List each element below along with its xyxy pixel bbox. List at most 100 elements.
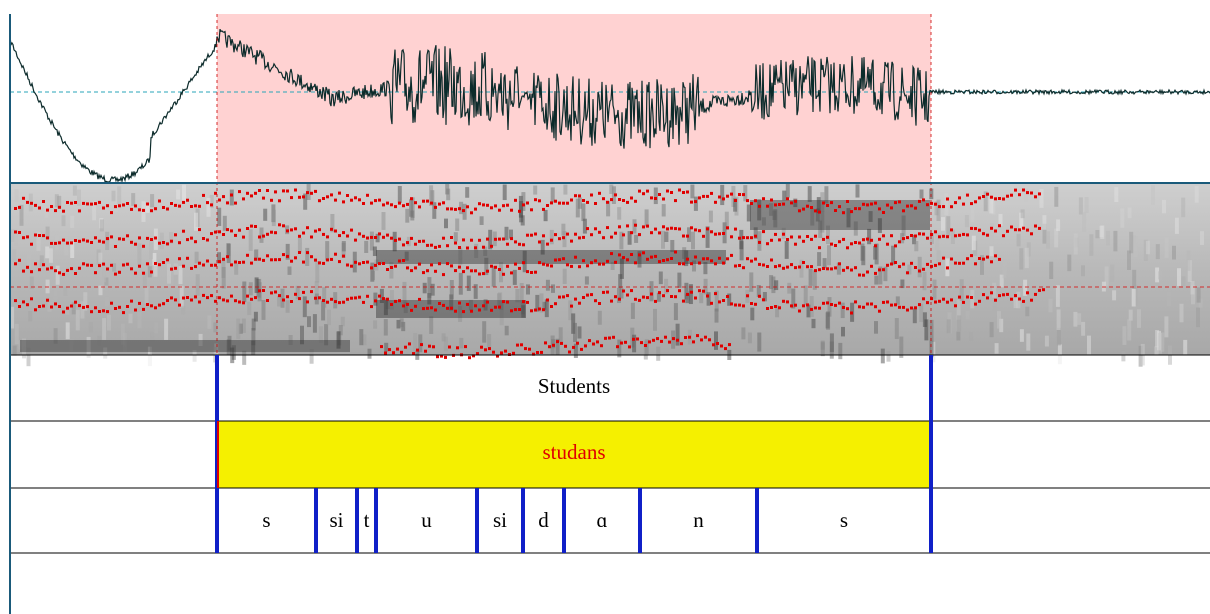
formant-dot: [246, 254, 249, 257]
phone-label[interactable]: d: [538, 508, 549, 532]
spectrogram-cell: [262, 300, 266, 320]
formant-dot: [464, 345, 467, 348]
formant-dot: [1034, 293, 1037, 296]
formant-dot: [842, 269, 845, 272]
formant-dot: [536, 351, 539, 354]
formant-dot: [650, 196, 653, 199]
phone-label[interactable]: n: [693, 508, 704, 532]
formant-dot: [174, 233, 177, 236]
formant-dot: [962, 262, 965, 265]
formant-dot: [1018, 298, 1021, 301]
formant-dot: [370, 305, 373, 308]
formant-dot: [870, 265, 873, 268]
formant-dot: [178, 205, 181, 208]
word-label[interactable]: Students: [538, 374, 610, 398]
formant-dot: [386, 234, 389, 237]
phone-label[interactable]: s: [840, 508, 848, 532]
formant-dot: [462, 270, 465, 273]
formant-dot: [106, 268, 109, 271]
formant-dot: [742, 193, 745, 196]
spectrogram-cell: [429, 316, 433, 334]
formant-dot: [326, 195, 329, 198]
spectrogram-cell: [1129, 232, 1133, 253]
spectrogram-cell: [785, 241, 789, 259]
formant-dot: [158, 200, 161, 203]
formant-dot: [486, 270, 489, 273]
formant-dot: [138, 302, 141, 305]
formant-dot: [398, 299, 401, 302]
phone-label[interactable]: s: [262, 508, 270, 532]
spectrogram-cell: [160, 233, 164, 249]
spectrogram-cell: [919, 304, 923, 322]
spectrogram-cell: [249, 229, 253, 251]
phone-label[interactable]: ɑ: [597, 508, 608, 532]
spectrogram-cell: [1158, 333, 1162, 354]
formant-dot: [346, 235, 349, 238]
formant-dot: [426, 244, 429, 247]
formant-dot: [546, 299, 549, 302]
formant-dot: [34, 234, 37, 237]
formant-dot: [630, 197, 633, 200]
formant-dot: [326, 258, 329, 261]
formant-dot: [610, 300, 613, 303]
phone-label[interactable]: si: [493, 508, 507, 532]
phone-label[interactable]: u: [421, 508, 432, 532]
formant-dot: [882, 234, 885, 237]
spectrogram-cell: [242, 351, 246, 365]
transcription-label[interactable]: studans: [543, 440, 606, 464]
formant-dot: [676, 339, 679, 342]
formant-dot: [654, 300, 657, 303]
formant-dot: [766, 307, 769, 310]
phone-label[interactable]: t: [364, 508, 370, 532]
spectrogram-cell: [76, 310, 80, 330]
formant-dot: [890, 263, 893, 266]
spectrogram-cell: [544, 210, 548, 221]
formant-dot: [862, 203, 865, 206]
spectrogram-cell: [551, 284, 555, 292]
spectrogram-cell: [247, 302, 251, 315]
formant-dot: [38, 268, 41, 271]
formant-dot: [42, 200, 45, 203]
spectrogram-cell: [1187, 251, 1191, 271]
formant-dot: [750, 236, 753, 239]
formant-dot: [898, 265, 901, 268]
phone-label[interactable]: si: [329, 508, 343, 532]
spectrogram-cell: [1146, 241, 1150, 254]
formant-dot: [654, 228, 657, 231]
formant-dot: [258, 258, 261, 261]
formant-dot: [584, 344, 587, 347]
formant-dot: [306, 226, 309, 229]
formant-dot: [310, 290, 313, 293]
formant-dot: [604, 337, 607, 340]
formant-dot: [970, 296, 973, 299]
formant-dot: [450, 264, 453, 267]
formant-dot: [414, 201, 417, 204]
formant-dot: [630, 231, 633, 234]
spectrogram-cell: [923, 312, 927, 327]
formant-dot: [574, 233, 577, 236]
formant-dot: [558, 296, 561, 299]
formant-dot: [1034, 195, 1037, 198]
formant-dot: [878, 238, 881, 241]
formant-dot: [78, 267, 81, 270]
spectrogram-cell: [146, 204, 150, 212]
formant-dot: [982, 258, 985, 261]
formant-dot: [350, 297, 353, 300]
formant-dot: [558, 237, 561, 240]
formant-dot: [622, 199, 625, 202]
spectrogram-cell: [1121, 351, 1125, 361]
formant-dot: [1006, 293, 1009, 296]
formant-dot: [174, 204, 177, 207]
formant-dot: [500, 351, 503, 354]
spectrogram-cell: [80, 301, 84, 318]
formant-dot: [166, 242, 169, 245]
spectrogram-cell: [368, 349, 372, 359]
formant-dot: [162, 241, 165, 244]
spectrogram-cell: [714, 331, 718, 349]
formant-dot: [182, 265, 185, 268]
formant-dot: [134, 309, 137, 312]
formant-dot: [42, 263, 45, 266]
formant-dot: [774, 203, 777, 206]
formant-dot: [278, 258, 281, 261]
formant-dot: [998, 224, 1001, 227]
